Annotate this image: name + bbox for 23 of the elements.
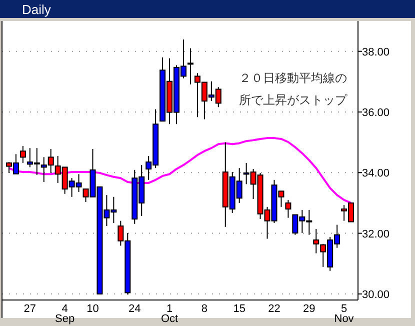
x-tick-label: 8 xyxy=(201,303,208,315)
x-tick-label: 15 xyxy=(233,303,246,315)
x-tick-label: 1 Oct xyxy=(160,303,178,325)
candlestick xyxy=(285,199,292,218)
candlestick xyxy=(313,228,320,254)
x-tick-label: 10 xyxy=(86,303,99,315)
y-tick-label: 32.00 xyxy=(362,228,390,240)
y-tick-label: 36.00 xyxy=(362,106,390,119)
candlestick xyxy=(20,145,26,164)
annotation: 所で上昇がストップ xyxy=(239,93,348,107)
x-tick-label: 4 Sep xyxy=(55,303,75,325)
candlestick xyxy=(187,48,194,85)
line-series xyxy=(8,137,352,204)
x-tick-label: 29 xyxy=(303,303,316,315)
y-tick-label: 30.00 xyxy=(362,288,390,301)
chart-title: Daily xyxy=(22,2,52,17)
y-tick-label: 34.00 xyxy=(362,168,390,180)
annotation: ２０日移動平均線の xyxy=(239,71,347,85)
x-tick-label: 22 xyxy=(268,303,280,315)
y-tick-label: 38.00 xyxy=(362,46,390,58)
x-tick-label: 24 xyxy=(128,303,141,315)
x-tick-label: 27 xyxy=(24,303,36,315)
x-tick-label: 5 Nov xyxy=(334,303,354,325)
